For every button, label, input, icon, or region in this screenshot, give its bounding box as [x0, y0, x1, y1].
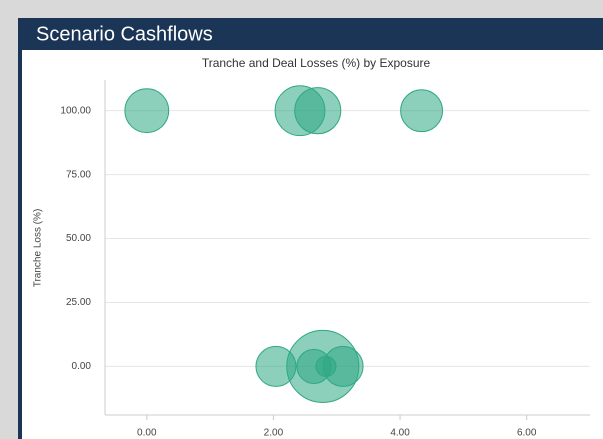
chart-title: Tranche and Deal Losses (%) by Exposure	[202, 56, 431, 70]
x-tick-label: 2.00	[264, 428, 284, 439]
x-tick-label: 4.00	[390, 428, 410, 439]
y-axis-label: Tranche Loss (%)	[33, 209, 44, 288]
panel-header	[18, 18, 603, 50]
bubble	[322, 345, 364, 387]
y-tick-label: 25.00	[66, 297, 91, 308]
bubble	[124, 88, 170, 134]
y-tick-label: 50.00	[66, 233, 91, 244]
y-tick-label: 0.00	[72, 361, 92, 372]
bubble	[400, 89, 444, 133]
y-tick-label: 75.00	[66, 169, 91, 180]
panel-edge	[18, 18, 22, 439]
bubble	[294, 87, 342, 135]
panel-title: Scenario Cashflows	[36, 23, 213, 45]
y-tick-label: 100.00	[60, 105, 91, 116]
x-tick-label: 0.00	[137, 428, 157, 439]
x-tick-label: 6.00	[517, 428, 537, 439]
